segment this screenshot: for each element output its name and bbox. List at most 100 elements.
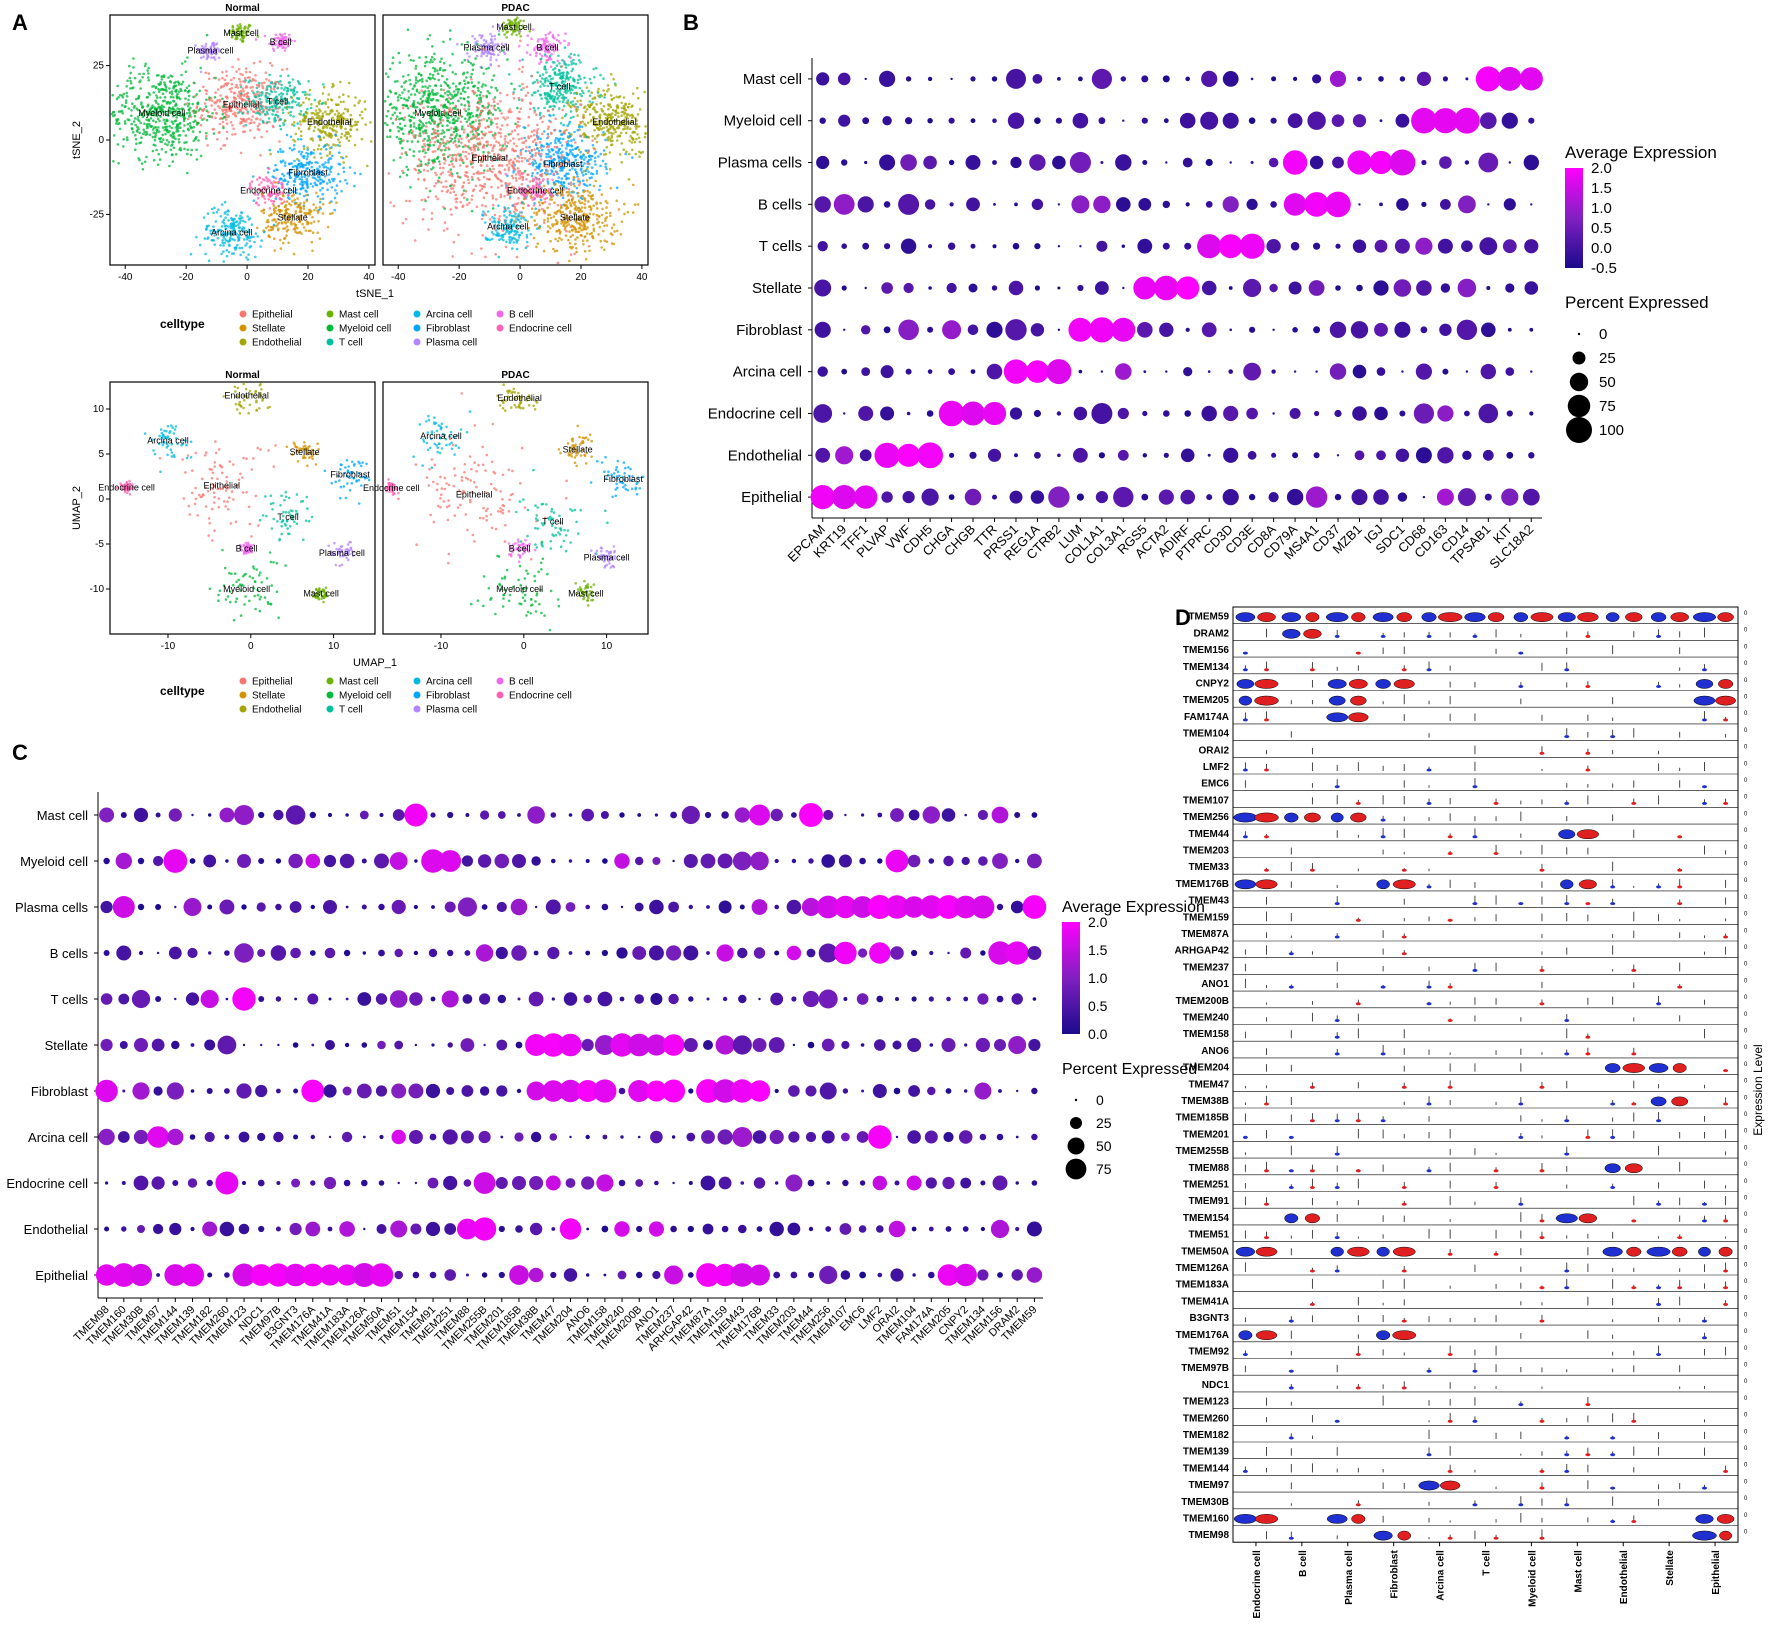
cell-point xyxy=(434,84,437,87)
cell-point xyxy=(591,134,594,138)
cell-point xyxy=(452,90,456,93)
cell-point xyxy=(414,64,418,68)
cell-point xyxy=(572,85,575,88)
cell-point xyxy=(142,132,145,136)
cell-point xyxy=(306,155,309,158)
cell-point xyxy=(461,204,465,207)
cell-point xyxy=(234,246,237,249)
cell-point xyxy=(398,111,402,115)
cell-point xyxy=(245,85,248,88)
cell-point xyxy=(463,107,466,111)
cell-point xyxy=(122,138,125,141)
cell-point xyxy=(301,184,304,187)
cell-point xyxy=(172,131,176,135)
cell-point xyxy=(296,205,299,209)
cell-point xyxy=(290,39,293,42)
cell-point xyxy=(396,98,400,102)
cell-point xyxy=(523,136,526,140)
cell-point xyxy=(344,127,347,131)
cell-point xyxy=(316,231,320,235)
cell-point xyxy=(564,234,568,237)
cell-point xyxy=(547,32,550,35)
cell-point xyxy=(553,128,557,132)
cell-point xyxy=(430,168,433,171)
cell-point xyxy=(181,80,185,84)
cell-point xyxy=(248,24,252,27)
cell-point xyxy=(622,148,625,151)
cell-point xyxy=(601,133,604,137)
cell-point xyxy=(576,108,579,111)
cell-point xyxy=(644,125,647,128)
cell-point xyxy=(564,63,568,66)
cell-point xyxy=(466,48,469,52)
cell-point xyxy=(154,144,157,147)
cell-point xyxy=(177,138,181,141)
cell-point xyxy=(221,71,224,74)
cell-point xyxy=(273,37,277,40)
cell-point xyxy=(152,131,156,135)
cell-point xyxy=(497,131,501,135)
cell-point xyxy=(172,146,176,149)
cell-point xyxy=(447,96,451,100)
cell-point xyxy=(465,120,469,124)
cell-point xyxy=(471,68,475,71)
cell-point xyxy=(417,177,420,181)
cell-point xyxy=(418,78,422,82)
cell-point xyxy=(532,140,535,143)
cell-point xyxy=(267,220,270,224)
cell-point xyxy=(272,49,276,52)
cell-point xyxy=(506,116,510,119)
cell-point xyxy=(284,205,287,209)
cell-point xyxy=(314,161,317,164)
cell-point xyxy=(479,183,482,187)
cell-point xyxy=(631,148,634,152)
cell-point xyxy=(406,140,409,143)
cell-point xyxy=(620,220,624,224)
cell-point xyxy=(514,173,518,176)
cell-point xyxy=(210,207,214,211)
cell-point xyxy=(618,134,621,137)
cell-point xyxy=(213,206,216,210)
cell-point xyxy=(340,189,343,193)
cell-point xyxy=(504,117,507,121)
cell-point xyxy=(421,145,424,149)
cell-point xyxy=(434,182,438,185)
cell-point xyxy=(494,253,498,256)
cell-point xyxy=(497,24,501,27)
cell-point xyxy=(158,137,161,140)
cell-point xyxy=(183,141,186,144)
cell-point xyxy=(235,36,238,39)
cluster-label: Arcina cell xyxy=(211,227,253,237)
cell-point xyxy=(327,93,331,96)
cell-point xyxy=(276,181,280,184)
cell-point xyxy=(587,89,591,93)
cell-point xyxy=(262,208,266,212)
cell-point xyxy=(518,29,521,33)
cell-point xyxy=(357,101,360,105)
cell-point xyxy=(453,153,457,157)
cell-point xyxy=(443,68,447,72)
cell-point xyxy=(221,239,224,242)
cell-point xyxy=(333,113,337,116)
cell-point xyxy=(508,162,511,165)
cell-point xyxy=(549,216,553,220)
cell-point xyxy=(604,113,607,116)
cell-point xyxy=(438,162,442,166)
cell-point xyxy=(572,138,576,141)
cell-point xyxy=(132,57,135,60)
cell-point xyxy=(439,121,443,124)
cell-point xyxy=(413,239,417,242)
cell-point xyxy=(134,148,137,151)
cell-point xyxy=(409,119,412,123)
cell-point xyxy=(480,204,484,207)
cell-point xyxy=(160,140,163,144)
cell-point xyxy=(539,195,542,198)
cell-point xyxy=(245,242,249,245)
cell-point xyxy=(588,100,591,103)
cell-point xyxy=(227,114,231,118)
cell-point xyxy=(463,97,466,101)
cell-point xyxy=(299,138,303,141)
cell-point xyxy=(595,103,598,106)
cell-point xyxy=(212,127,215,131)
cell-point xyxy=(484,132,488,135)
